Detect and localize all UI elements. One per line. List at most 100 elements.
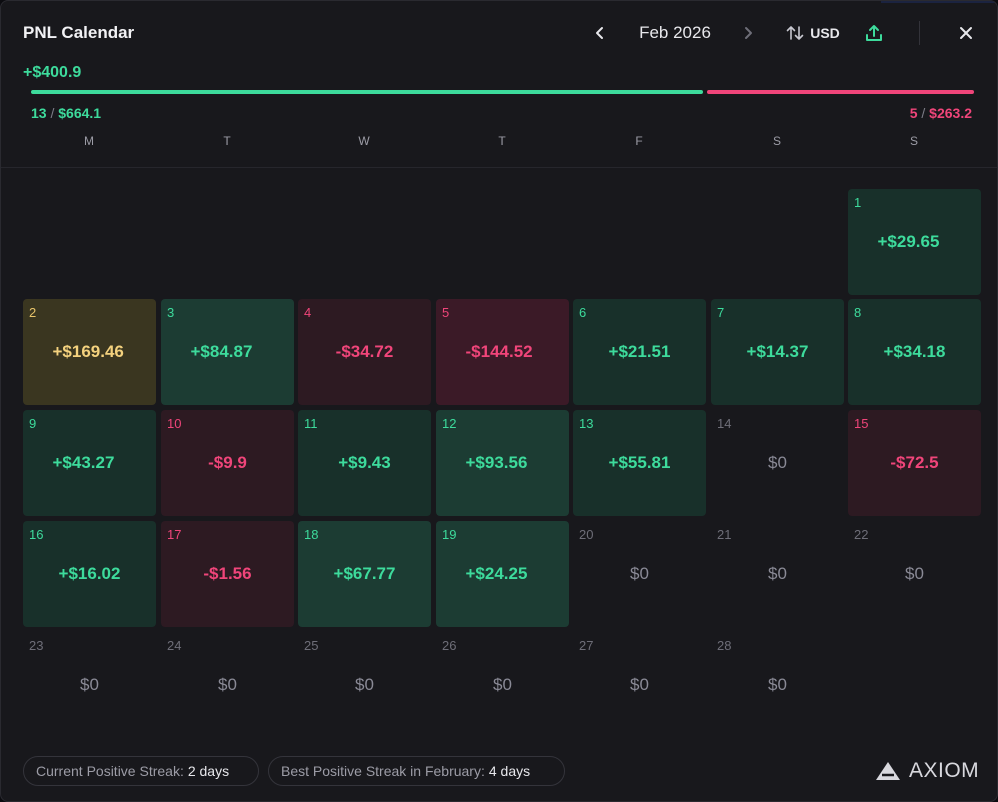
day-number: 4: [304, 305, 312, 320]
day-pnl-value: $0: [218, 675, 237, 694]
brand-name: AXIOM: [909, 759, 980, 782]
day-number: 27: [579, 638, 594, 653]
day-number: 9: [29, 416, 37, 431]
calendar-day-cell[interactable]: 8 +$34.18: [848, 299, 981, 405]
day-pnl-value: +$34.18: [883, 342, 946, 361]
current-streak-badge: Current Positive Streak: 2 days: [23, 756, 259, 786]
calendar-day-cell[interactable]: 21 $0: [711, 521, 844, 627]
panel-title: PNL Calendar: [23, 23, 135, 42]
day-number: 8: [854, 305, 862, 320]
calendar-day-cell[interactable]: 17 -$1.56: [161, 521, 294, 627]
calendar-day-cell[interactable]: 3 +$84.87: [161, 299, 294, 405]
day-pnl-value: $0: [630, 675, 649, 694]
share-button[interactable]: [861, 20, 887, 46]
calendar-day-cell[interactable]: 2 +$169.46: [23, 299, 156, 405]
day-pnl-value: +$21.51: [608, 342, 671, 361]
header-separator: [1, 167, 997, 168]
day-pnl-value: +$29.65: [877, 232, 940, 251]
close-button[interactable]: [953, 20, 979, 46]
share-upload-icon: [866, 25, 882, 41]
day-number: 22: [854, 527, 869, 542]
top-strip: [881, 1, 997, 3]
day-number: 23: [29, 638, 44, 653]
weekday-label: T: [223, 134, 231, 148]
day-pnl-value: $0: [905, 564, 924, 583]
day-pnl-value: $0: [80, 675, 99, 694]
currency-toggle-button[interactable]: USD: [783, 21, 843, 45]
day-pnl-value: +$16.02: [58, 564, 121, 583]
sort-arrows-icon: [786, 26, 804, 40]
calendar-day-cell[interactable]: 14 $0: [711, 410, 844, 516]
day-number: 16: [29, 527, 44, 542]
day-pnl-value: $0: [493, 675, 512, 694]
day-number: 17: [167, 527, 182, 542]
day-number: 21: [717, 527, 732, 542]
calendar-day-cell[interactable]: 18 +$67.77: [298, 521, 431, 627]
day-pnl-value: -$144.52: [465, 342, 533, 361]
win-amount: $664.1: [58, 105, 102, 121]
win-ratio-bar: [31, 90, 703, 94]
day-pnl-value: +$55.81: [608, 453, 671, 472]
day-pnl-value: -$1.56: [203, 564, 252, 583]
loss-amount: $263.2: [929, 105, 972, 121]
day-pnl-value: +$24.25: [465, 564, 528, 583]
previous-month-button[interactable]: [589, 21, 611, 45]
header: PNL Calendar Feb 2026 USD: [1, 1, 997, 65]
calendar-day-cell[interactable]: 11 +$9.43: [298, 410, 431, 516]
day-pnl-value: +$93.56: [465, 453, 528, 472]
calendar-day-cell[interactable]: 5 -$144.52: [436, 299, 569, 405]
next-month-button[interactable]: [737, 21, 759, 45]
losing-days-summary: 5 / $263.2: [909, 105, 972, 121]
calendar-day-cell[interactable]: 23 $0: [23, 632, 156, 738]
best-streak-badge: Best Positive Streak in February: 4 days: [268, 756, 565, 786]
day-number: 10: [167, 416, 182, 431]
calendar-day-cell[interactable]: 20 $0: [573, 521, 706, 627]
calendar-day-cell[interactable]: 26 $0: [436, 632, 569, 738]
day-number: 14: [717, 416, 732, 431]
day-pnl-value: $0: [768, 675, 787, 694]
calendar-day-cell[interactable]: 22 $0: [848, 521, 981, 627]
day-number: 18: [304, 527, 319, 542]
day-number: 5: [442, 305, 450, 320]
day-number: 12: [442, 416, 457, 431]
day-number: 13: [579, 416, 594, 431]
day-number: 26: [442, 638, 457, 653]
total-pnl: +$400.9: [23, 64, 82, 81]
calendar-day-cell[interactable]: 15 -$72.5: [848, 410, 981, 516]
win-count: 13: [31, 105, 47, 121]
day-number: 2: [29, 305, 37, 320]
currency-label: USD: [810, 25, 840, 41]
calendar-day-cell[interactable]: 27 $0: [573, 632, 706, 738]
day-pnl-value: +$84.87: [190, 342, 253, 361]
calendar-day-cell[interactable]: 24 $0: [161, 632, 294, 738]
calendar-day-cell[interactable]: 12 +$93.56: [436, 410, 569, 516]
current-month-label: Feb 2026: [639, 23, 711, 42]
weekday-label: M: [84, 134, 94, 148]
weekday-label: S: [909, 134, 918, 148]
calendar-day-cell[interactable]: 6 +$21.51: [573, 299, 706, 405]
calendar-day-cell[interactable]: 9 +$43.27: [23, 410, 156, 516]
best-streak-value: 4 days: [488, 763, 531, 779]
header-divider: [919, 21, 920, 45]
weekday-label: S: [772, 134, 781, 148]
calendar-day-cell[interactable]: 19 +$24.25: [436, 521, 569, 627]
day-pnl-value: +$43.27: [52, 453, 115, 472]
day-number: 11: [304, 416, 318, 431]
calendar-day-cell[interactable]: 16 +$16.02: [23, 521, 156, 627]
calendar-day-cell[interactable]: 25 $0: [298, 632, 431, 738]
calendar-day-cell[interactable]: 4 -$34.72: [298, 299, 431, 405]
calendar-day-cell[interactable]: 28 $0: [711, 632, 844, 738]
calendar-day-cell[interactable]: 1 +$29.65: [848, 189, 981, 295]
day-number: 3: [167, 305, 175, 320]
day-pnl-value: -$9.9: [208, 453, 247, 472]
day-pnl-value: -$72.5: [890, 453, 939, 472]
calendar-day-cell[interactable]: 7 +$14.37: [711, 299, 844, 405]
calendar-day-cell[interactable]: 13 +$55.81: [573, 410, 706, 516]
axiom-logo: AXIOM: [875, 759, 979, 783]
calendar-day-cell[interactable]: 10 -$9.9: [161, 410, 294, 516]
current-streak-value: 2 days: [187, 763, 230, 779]
day-number: 28: [717, 638, 732, 653]
day-pnl-value: +$9.43: [338, 453, 391, 472]
day-pnl-value: +$14.37: [746, 342, 809, 361]
